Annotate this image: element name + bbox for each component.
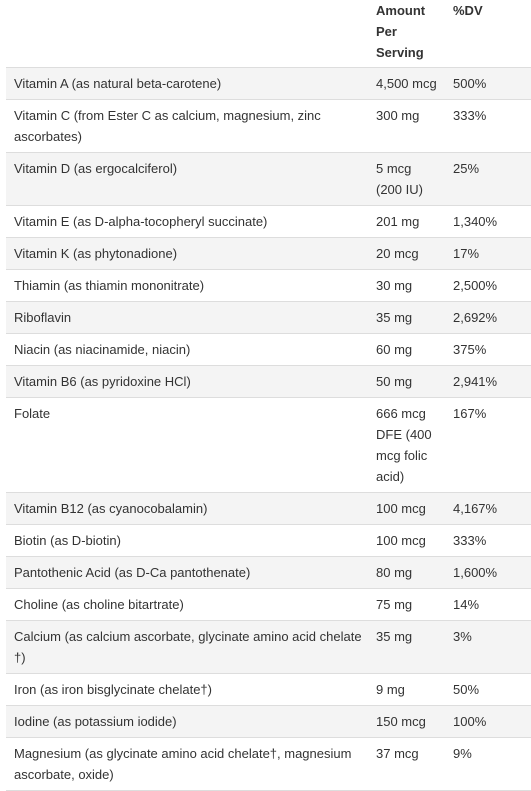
dv-cell: 2,692% [447, 301, 531, 334]
amount-cell: 60 mg [370, 333, 447, 366]
amount-column-header: Amount Per Serving [376, 3, 426, 60]
nutrient-name-cell: Iodine (as potassium iodide) [6, 705, 370, 738]
table-row: Pantothenic Acid (as D-Ca pantothenate) 8… [6, 556, 531, 589]
table-row: Folate 666 mcg DFE (400 mcg folic acid) 16… [6, 397, 531, 493]
table-row: Choline (as choline bitartrate) 75 mg 14% [6, 588, 531, 621]
dv-cell: 167% [447, 397, 531, 493]
dv-cell: 25% [447, 152, 531, 206]
dv-cell: 14% [447, 588, 531, 621]
amount-cell: 35 mg [370, 620, 447, 674]
nutrient-name-cell: Vitamin D (as ergocalciferol) [6, 152, 370, 206]
table-row: Vitamin K (as phytonadione) 20 mcg 17% [6, 237, 531, 270]
dv-cell: 333% [447, 99, 531, 153]
dv-cell: 2,941% [447, 365, 531, 398]
header-row: Amount Per Serving %DV [6, 0, 531, 68]
table-header: Amount Per Serving %DV [6, 0, 531, 68]
table-body: Vitamin A (as natural beta-carotene) 4,50… [6, 67, 531, 791]
dv-cell: 2,500% [447, 269, 531, 302]
nutrient-name-cell: Magnesium (as glycinate amino acid chela… [6, 737, 370, 791]
table-row: Vitamin D (as ergocalciferol) 5 mcg (200 … [6, 152, 531, 206]
table-row: Thiamin (as thiamin mononitrate) 30 mg 2,5… [6, 269, 531, 302]
nutrient-name-cell: Thiamin (as thiamin mononitrate) [6, 269, 370, 302]
amount-cell: 4,500 mcg [370, 67, 447, 100]
dv-cell: 375% [447, 333, 531, 366]
amount-cell: 666 mcg DFE (400 mcg folic acid) [370, 397, 447, 493]
amount-cell: 50 mg [370, 365, 447, 398]
amount-cell: 5 mcg (200 IU) [370, 152, 447, 206]
amount-cell: 201 mg [370, 205, 447, 238]
table-row: Vitamin A (as natural beta-carotene) 4,50… [6, 67, 531, 100]
amount-cell: 75 mg [370, 588, 447, 621]
nutrient-name-cell: Vitamin B6 (as pyridoxine HCl) [6, 365, 370, 398]
amount-cell: 37 mcg [370, 737, 447, 791]
nutrient-name-cell: Pantothenic Acid (as D-Ca pantothenate) [6, 556, 370, 589]
dv-column-header: %DV [453, 3, 483, 18]
amount-cell: 80 mg [370, 556, 447, 589]
table-row: Magnesium (as glycinate amino acid chela… [6, 737, 531, 791]
dv-cell: 333% [447, 524, 531, 557]
nutrient-name-cell: Vitamin B12 (as cyanocobalamin) [6, 492, 370, 525]
nutrient-column-header [6, 0, 370, 68]
table-row: Iodine (as potassium iodide) 150 mcg 100% [6, 705, 531, 738]
nutrient-name-cell: Vitamin E (as D-alpha-tocopheryl succina… [6, 205, 370, 238]
amount-cell: 300 mg [370, 99, 447, 153]
dv-cell: 3% [447, 620, 531, 674]
nutrient-name-cell: Vitamin K (as phytonadione) [6, 237, 370, 270]
dv-cell: 100% [447, 705, 531, 738]
amount-cell: 100 mcg [370, 524, 447, 557]
table-row: Biotin (as D-biotin) 100 mcg 333% [6, 524, 531, 557]
nutrient-name-cell: Choline (as choline bitartrate) [6, 588, 370, 621]
nutrient-name-cell: Biotin (as D-biotin) [6, 524, 370, 557]
amount-cell: 100 mcg [370, 492, 447, 525]
amount-cell: 20 mcg [370, 237, 447, 270]
table-row: Vitamin B12 (as cyanocobalamin) 100 mcg 4,… [6, 492, 531, 525]
nutrient-name-cell: Vitamin C (from Ester C as calcium, magn… [6, 99, 370, 153]
dv-cell: 1,600% [447, 556, 531, 589]
amount-cell: 9 mg [370, 673, 447, 706]
table-row: Iron (as iron bisglycinate chelate†) 9 mg… [6, 673, 531, 706]
dv-cell: 4,167% [447, 492, 531, 525]
table-row: Calcium (as calcium ascorbate, glycinate… [6, 620, 531, 674]
dv-cell: 1,340% [447, 205, 531, 238]
table-row: Vitamin E (as D-alpha-tocopheryl succina… [6, 205, 531, 238]
nutrient-name-cell: Vitamin A (as natural beta-carotene) [6, 67, 370, 100]
dv-cell: 17% [447, 237, 531, 270]
amount-cell: 35 mg [370, 301, 447, 334]
nutrient-name-cell: Riboflavin [6, 301, 370, 334]
nutrient-name-cell: Folate [6, 397, 370, 493]
table-row: Niacin (as niacinamide, niacin) 60 mg 375% [6, 333, 531, 366]
dv-cell: 9% [447, 737, 531, 791]
amount-cell: 150 mcg [370, 705, 447, 738]
nutrient-name-cell: Calcium (as calcium ascorbate, glycinate… [6, 620, 370, 674]
table-row: Riboflavin 35 mg 2,692% [6, 301, 531, 334]
dv-cell: 50% [447, 673, 531, 706]
supplement-facts-table: Amount Per Serving %DV Vitamin A (as nat… [6, 0, 531, 791]
table-row: Vitamin B6 (as pyridoxine HCl) 50 mg 2,941… [6, 365, 531, 398]
amount-cell: 30 mg [370, 269, 447, 302]
nutrient-name-cell: Iron (as iron bisglycinate chelate†) [6, 673, 370, 706]
nutrient-name-cell: Niacin (as niacinamide, niacin) [6, 333, 370, 366]
table-row: Vitamin C (from Ester C as calcium, magn… [6, 99, 531, 153]
dv-cell: 500% [447, 67, 531, 100]
